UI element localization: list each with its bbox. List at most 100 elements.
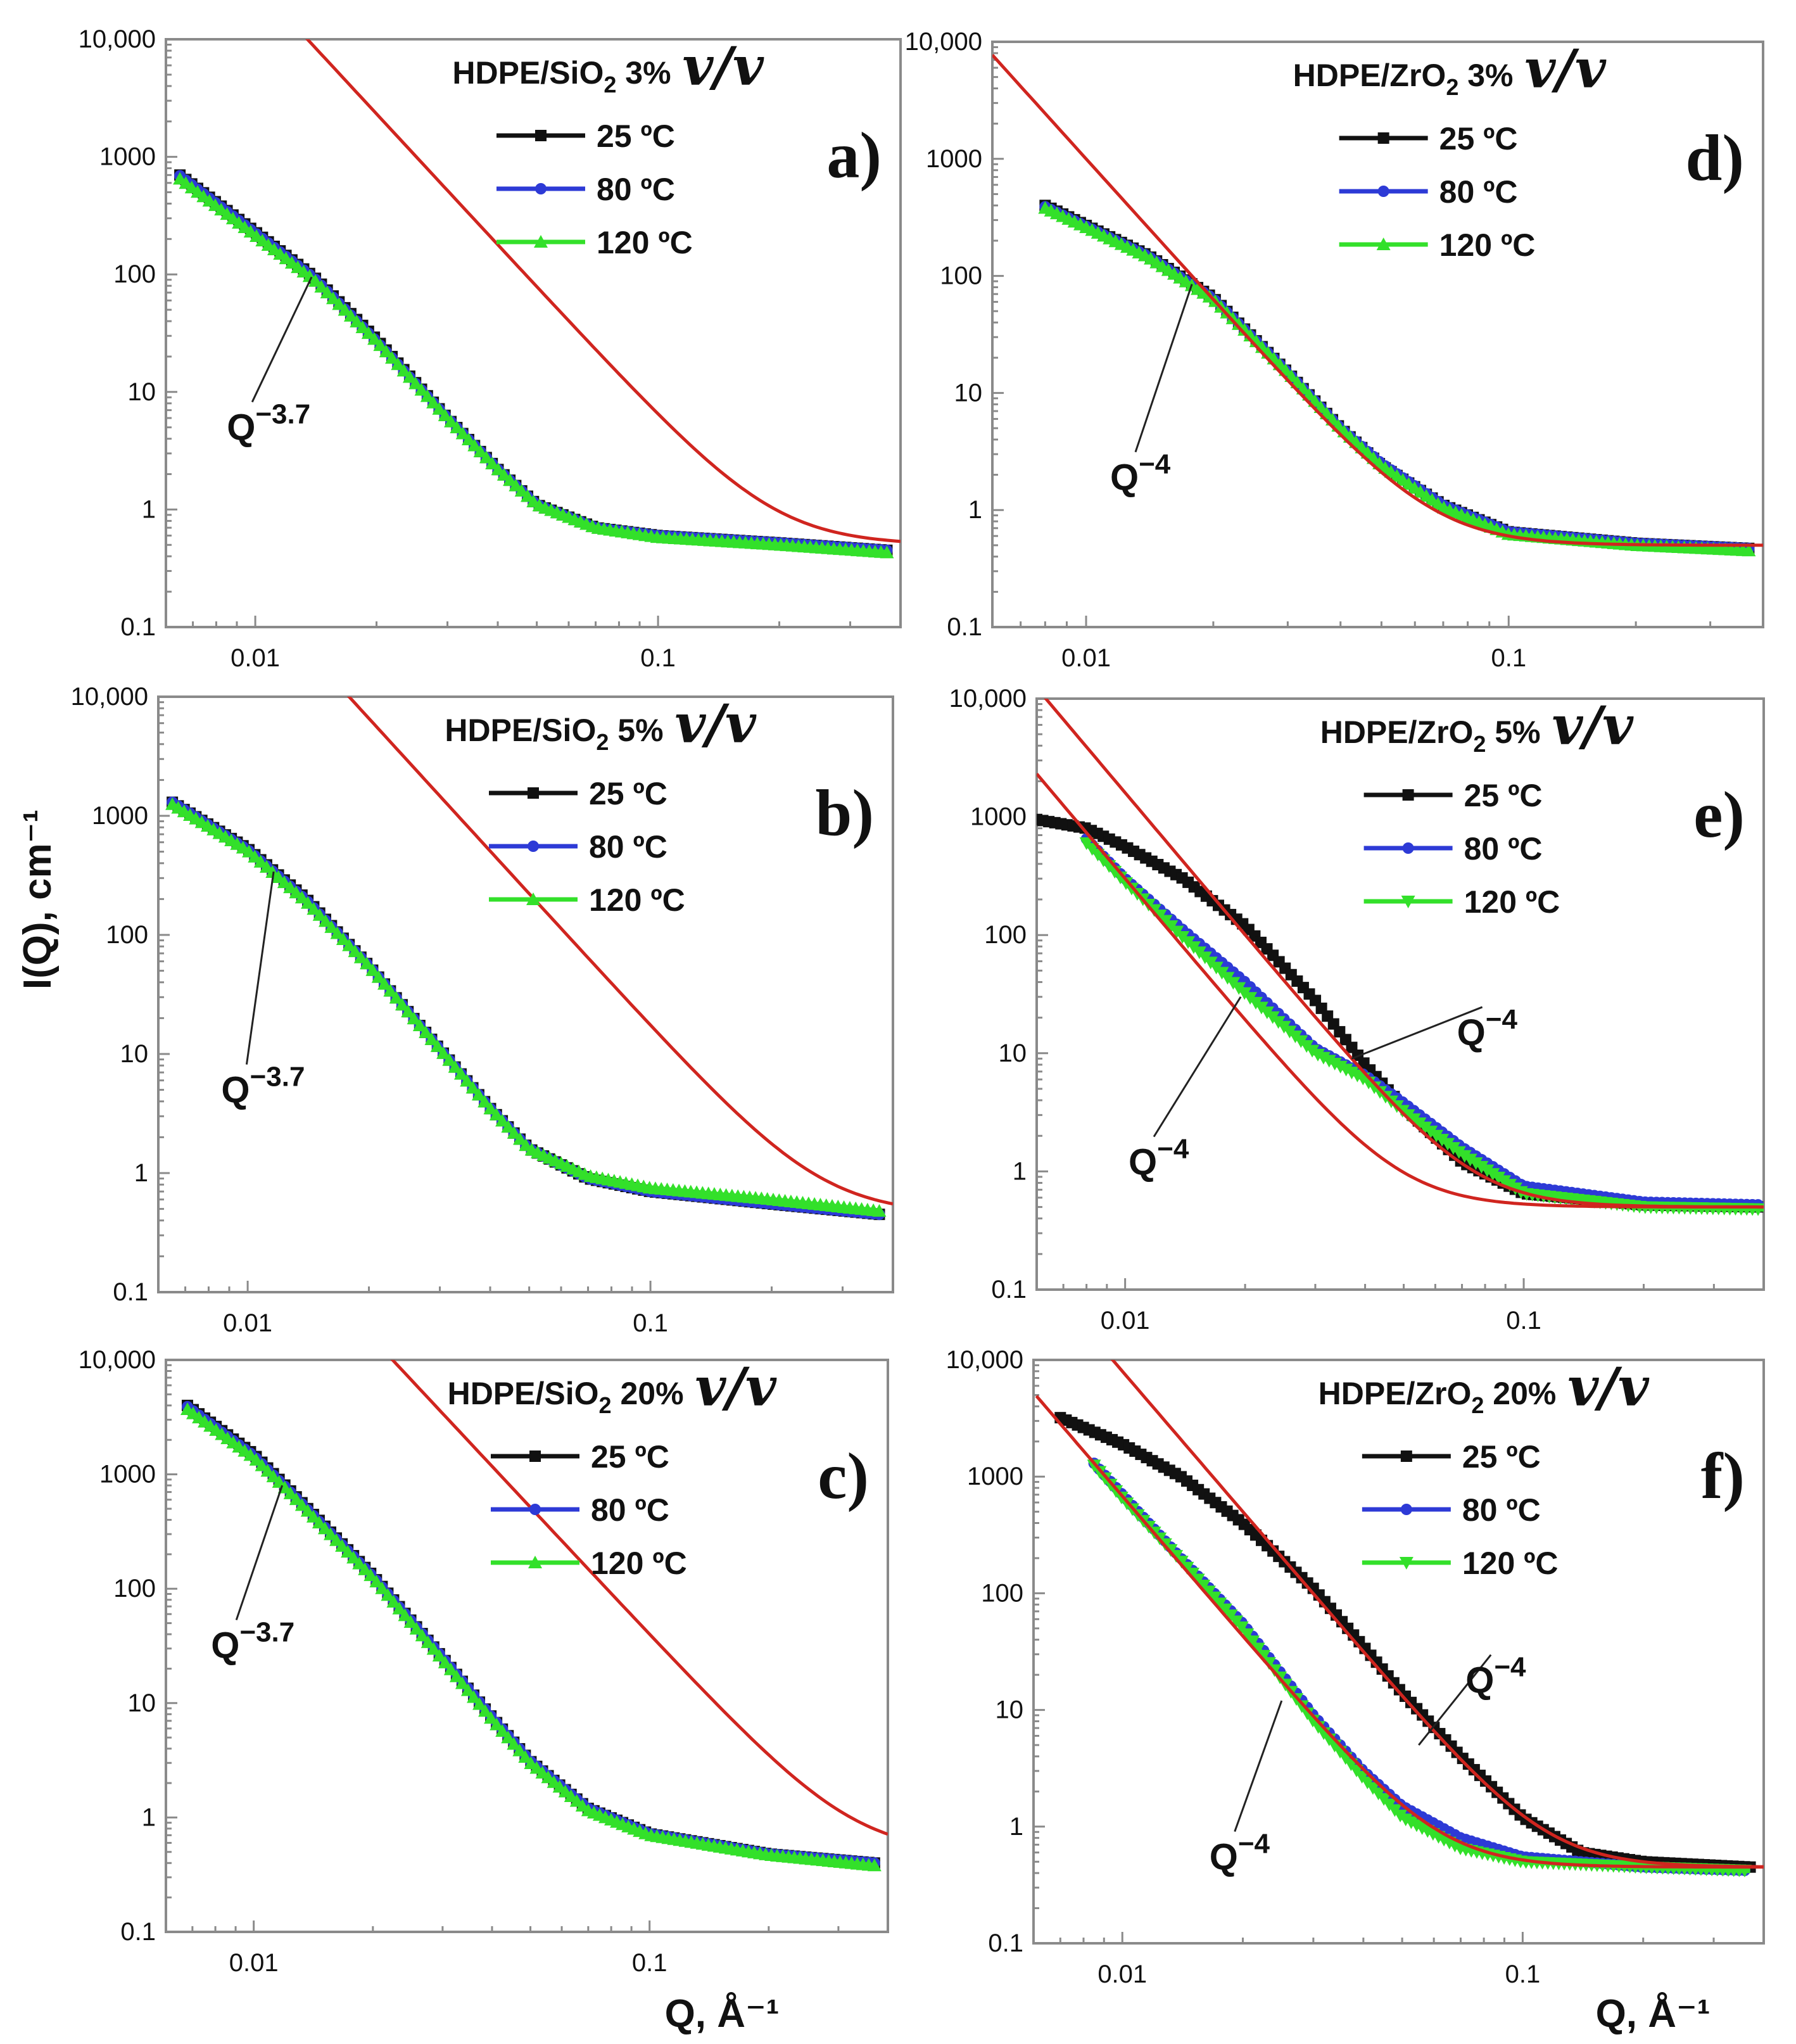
annotation-leader: [1418, 1654, 1492, 1746]
y-axis-label: I(Q), cm⁻¹: [16, 809, 60, 989]
data-point: [320, 286, 334, 299]
legend-marker: [529, 1450, 541, 1462]
legend-item: 120 ºC: [1363, 884, 1560, 920]
data-point: [424, 1032, 439, 1045]
data-point: [514, 484, 529, 497]
legend-item: 25 ºC: [491, 1439, 669, 1475]
series-120c: [180, 1402, 882, 1872]
data-point: [485, 456, 500, 469]
plot-area: [173, 39, 901, 559]
annotation-leader: [1234, 1700, 1283, 1832]
legend-marker: [535, 130, 547, 141]
legend-marker: [528, 787, 539, 799]
plot-area: [992, 54, 1763, 557]
legend-marker: [526, 892, 540, 905]
power-law-annotation: Q−4: [1465, 1652, 1526, 1701]
y-tick-label: 100: [113, 1575, 156, 1603]
data-point: [484, 1711, 498, 1724]
legend-item: 120 ºC: [1362, 1546, 1559, 1581]
power-law-annotation: Q−4: [1129, 1134, 1189, 1183]
data-point: [1294, 1700, 1309, 1713]
plot-area: [1037, 699, 1764, 1216]
data-point: [483, 1101, 498, 1115]
data-point: [518, 1749, 533, 1763]
x-tick-label: 0.1: [1505, 1960, 1541, 1988]
data-point: [495, 1114, 510, 1127]
legend-item: 80 ºC: [496, 172, 675, 207]
legend-item: 25 ºC: [1339, 121, 1518, 156]
data-point: [455, 426, 470, 440]
x-tick-label: 0.1: [1506, 1307, 1541, 1335]
panel-c: 0.1 1 10 100 1000 10,000 0.01 0.1 Q−3.7 HDPE/SiO2…: [79, 1346, 889, 1977]
legend-marker: [1400, 1450, 1412, 1462]
data-point: [398, 1608, 412, 1622]
y-tick-label: 10: [120, 1040, 149, 1068]
data-point: [472, 1697, 487, 1710]
legend-marker: [528, 841, 539, 852]
y-tick-label: 1000: [926, 145, 982, 173]
data-point: [338, 303, 352, 316]
panel-label: e): [1693, 778, 1745, 851]
legend-marker: [1399, 1557, 1413, 1570]
data-point: [1451, 1146, 1466, 1159]
data-point: [479, 450, 493, 464]
data-point: [306, 1509, 320, 1523]
data-point: [1457, 1150, 1472, 1163]
panel-a: 0.1 1 10 100 1000 10,000 0.01 0.1 Q−3.7 HDPE/SiO2…: [79, 25, 902, 672]
legend-marker: [529, 1504, 541, 1515]
annotation-leader: [245, 871, 275, 1065]
x-tick-label: 0.01: [231, 644, 280, 672]
data-point: [332, 297, 346, 310]
data-point: [266, 1470, 281, 1483]
y-tick-label: 100: [984, 921, 1027, 949]
panel-d: 0.1 1 10 100 1000 10,000 0.01 0.1 Q−4 HDPE/ZrO2 3…: [905, 28, 1764, 672]
data-point: [392, 1601, 407, 1615]
data-point: [461, 432, 476, 445]
legend-label: 120 ºC: [1439, 227, 1536, 263]
panel-f: 0.1 1 10 100 1000 10,000 0.01 0.1 Q−4 Q−4 HDPE/ZrO…: [946, 1346, 1765, 1988]
fit-curve: [1110, 1360, 1764, 1869]
fit-curve: [346, 697, 893, 1206]
data-point: [501, 1120, 515, 1133]
annotation-leader: [1153, 996, 1242, 1138]
data-point: [365, 963, 380, 976]
data-point: [403, 1615, 418, 1628]
data-point: [867, 1858, 882, 1872]
data-point: [317, 1521, 332, 1535]
data-point: [353, 950, 368, 963]
data-point: [358, 1562, 372, 1575]
data-point: [473, 444, 488, 457]
data-point: [432, 402, 446, 415]
data-point: [420, 389, 434, 402]
y-tick-label: 1000: [99, 1461, 156, 1489]
y-tick-label: 0.1: [120, 1918, 156, 1946]
data-point: [294, 891, 309, 904]
plot-frame: [1035, 697, 1765, 1291]
data-point: [329, 1533, 344, 1546]
data-point: [426, 1642, 441, 1655]
y-tick-label: 0.1: [120, 613, 156, 641]
y-tick-label: 1000: [970, 803, 1027, 831]
y-tick-label: 10: [999, 1039, 1027, 1067]
legend-label: 120 ºC: [597, 225, 693, 260]
data-point: [430, 1039, 445, 1052]
annotation-leader: [1351, 1006, 1483, 1060]
y-tick-label: 1: [1009, 1813, 1023, 1841]
legend-label: 80 ºC: [589, 829, 667, 865]
data-point: [426, 395, 441, 409]
data-point: [294, 1498, 309, 1511]
plot-frame: [165, 1359, 889, 1933]
data-point: [375, 1581, 389, 1594]
data-point: [1502, 1179, 1517, 1192]
y-tick-label: 10,000: [71, 683, 148, 711]
data-point: [1103, 1478, 1118, 1492]
data-point: [371, 970, 386, 983]
data-point: [335, 1539, 350, 1552]
power-law-annotation: Q−4: [1210, 1829, 1270, 1878]
legend-item: 25 ºC: [1362, 1439, 1541, 1475]
x-tick-label: 0.1: [640, 644, 676, 672]
annotation-leader: [1134, 284, 1193, 453]
legend-item: 25 ºC: [1363, 778, 1542, 813]
data-point: [377, 977, 392, 990]
